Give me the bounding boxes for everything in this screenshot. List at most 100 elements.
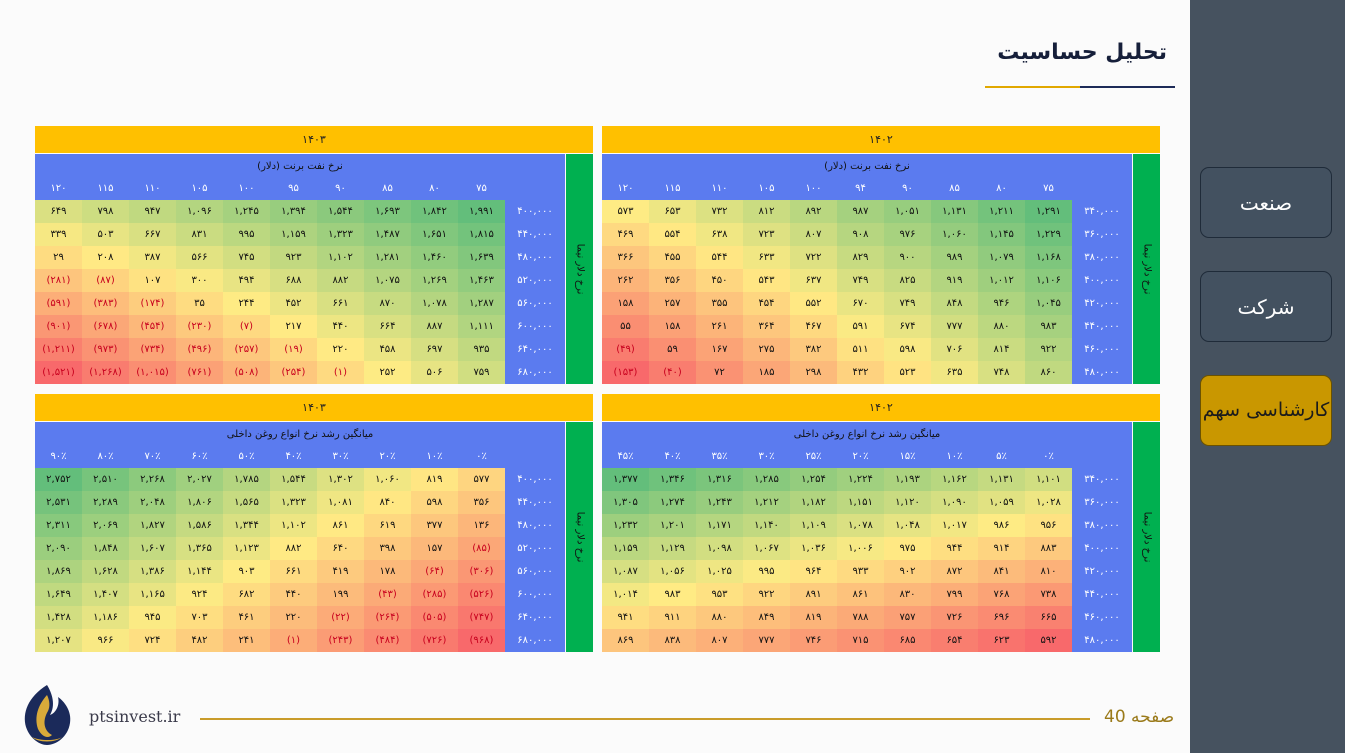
value-cell: ۷۲۳ <box>743 223 790 246</box>
nav-industry-button[interactable]: صنعت <box>1200 167 1332 238</box>
row-axis-label: نرخ دلار نیما <box>1133 154 1160 384</box>
value-cell: (۲۸۱) <box>35 269 82 292</box>
row-header: ۴۸۰,۰۰۰ <box>505 514 565 537</box>
value-cell: ۳۰۰ <box>176 269 223 292</box>
value-cell: ۱,۳۴۴ <box>223 514 270 537</box>
value-cell: ۶۹۷ <box>411 338 458 361</box>
row-axis-title: نرخ دلار نیما <box>574 243 585 295</box>
row-header: ۴۰۰,۰۰۰ <box>1072 537 1132 560</box>
value-cell: ۱,۲۲۴ <box>837 468 884 491</box>
row-header: ۶۰۰,۰۰۰ <box>505 315 565 338</box>
value-cell: ۱,۱۲۹ <box>649 537 696 560</box>
value-cell: ۸۰۷ <box>790 223 837 246</box>
row-header: ۴۴۰,۰۰۰ <box>505 223 565 246</box>
value-cell: (۷) <box>223 315 270 338</box>
value-cell: ۶۹۶ <box>978 606 1025 629</box>
value-cell: ۷۵۹ <box>458 361 505 384</box>
value-cell: ۲,۲۸۹ <box>82 491 129 514</box>
value-cell: ۱,۶۳۹ <box>458 246 505 269</box>
row-header: ۴۸۰,۰۰۰ <box>1072 629 1132 652</box>
value-cell: ۹۸۳ <box>649 583 696 606</box>
value-cell: (۴۸۴) <box>364 629 411 652</box>
value-cell: ۸۷۰ <box>364 292 411 315</box>
row-header: ۳۴۰,۰۰۰ <box>1072 468 1132 491</box>
value-cell: (۵۰۵) <box>411 606 458 629</box>
table-row: ۴۴۰,۰۰۰ ۷۳۸ ۷۶۸ ۷۹۹ ۸۳۰ ۸۶۱ ۸۹۱ ۹۲۲ ۹۵۳ ۹۸۳ ۱,۰۱۴ <box>602 583 1132 606</box>
value-cell: ۸۴۰ <box>364 491 411 514</box>
value-cell: ۹۶۶ <box>82 629 129 652</box>
value-cell: ۵۷۳ <box>602 200 649 223</box>
panel-year-header: ۱۴۰۳ <box>35 394 593 421</box>
value-cell: ۹۷۶ <box>884 223 931 246</box>
sidebar: صنعت شرکت کارشناسی سهم <box>1190 0 1345 753</box>
value-cell: ۱,۵۸۶ <box>176 514 223 537</box>
table-row: ۴۸۰,۰۰۰ ۸۶۰ ۷۴۸ ۶۳۵ ۵۲۳ ۴۳۲ ۲۹۸ ۱۸۵ ۷۲ (۴۰) (۱۵۳) <box>602 361 1132 384</box>
value-cell: ۱,۰۱۲ <box>978 269 1025 292</box>
value-cell: ۱,۱۵۱ <box>837 491 884 514</box>
value-cell: ۱,۰۷۹ <box>978 246 1025 269</box>
value-cell: ۶۷۴ <box>884 315 931 338</box>
table-row: ۳۸۰,۰۰۰ ۹۵۶ ۹۸۶ ۱,۰۱۷ ۱,۰۴۸ ۱,۰۷۸ ۱,۱۰۹ ۱,۱۴۰ ۱,… <box>602 514 1132 537</box>
value-cell: ۸۹۲ <box>790 200 837 223</box>
table-row: ۶۸۰,۰۰۰ (۹۶۸) (۷۲۶) (۴۸۴) (۲۴۳) (۱) ۲۴۱ ۴۸۲ ۷۲۴ ۹… <box>35 629 565 652</box>
column-axis-title: میانگین رشد نرخ انواع روغن داخلی <box>35 422 565 446</box>
value-cell: ۱,۰۵۱ <box>884 200 931 223</box>
value-cell: ۶۵۴ <box>931 629 978 652</box>
value-cell: ۱,۰۶۰ <box>931 223 978 246</box>
value-cell: ۱,۳۲۳ <box>317 223 364 246</box>
value-cell: (۲۲) <box>317 606 364 629</box>
value-cell: ۷۲۴ <box>129 629 176 652</box>
table-row: ۴۲۰,۰۰۰ ۸۱۰ ۸۴۱ ۸۷۲ ۹۰۲ ۹۳۳ ۹۶۴ ۹۹۵ ۱,۰۲۵ ۱,۰۵۶ ۱,… <box>602 560 1132 583</box>
value-cell: ۴۵۸ <box>364 338 411 361</box>
value-cell: ۹۴۶ <box>978 292 1025 315</box>
table-row: ۵۶۰,۰۰۰ ۱,۲۸۷ ۱,۰۷۸ ۸۷۰ ۶۶۱ ۴۵۲ ۲۴۴ ۳۵ (۱۷۴) (۳۸۳… <box>35 292 565 315</box>
value-cell: ۱,۰۱۷ <box>931 514 978 537</box>
value-cell: ۱,۴۰۷ <box>82 583 129 606</box>
column-header: ۰٪ <box>1043 451 1054 462</box>
value-cell: (۱۹) <box>270 338 317 361</box>
column-header: ۱۰۰ <box>805 183 822 194</box>
table-body: ۳۴۰,۰۰۰ ۱,۲۹۱ ۱,۲۱۱ ۱,۱۳۱ ۱,۰۵۱ ۹۸۷ ۸۹۲ ۸۱۲ ۷۳۲ ۶… <box>602 200 1132 384</box>
value-cell: ۱,۱۳۱ <box>978 468 1025 491</box>
table-row: ۵۲۰,۰۰۰ (۸۵) ۱۵۷ ۳۹۸ ۶۴۰ ۸۸۲ ۱,۱۲۳ ۱,۳۶۵ ۱,۶۰۷ ۱,… <box>35 537 565 560</box>
value-cell: ۸۶۰ <box>1025 361 1072 384</box>
website-link[interactable]: ptsinvest.ir <box>89 707 181 726</box>
table-row: ۶۰۰,۰۰۰ (۵۲۶) (۲۸۵) (۴۳) ۱۹۹ ۴۴۰ ۶۸۲ ۹۲۴ ۱,۱۶۵ ۱,… <box>35 583 565 606</box>
value-cell: ۳۸۷ <box>129 246 176 269</box>
nav-company-button[interactable]: شرکت <box>1200 271 1332 342</box>
row-header: ۶۸۰,۰۰۰ <box>505 361 565 384</box>
value-cell: ۴۴۰ <box>270 583 317 606</box>
value-cell: ۲۴۴ <box>223 292 270 315</box>
value-cell: ۱,۸۰۶ <box>176 491 223 514</box>
value-cell: ۱,۴۶۳ <box>458 269 505 292</box>
value-cell: ۱,۲۱۱ <box>978 200 1025 223</box>
column-header: ۱۱۵ <box>97 183 114 194</box>
value-cell: (۷۳۴) <box>129 338 176 361</box>
row-header: ۴۴۰,۰۰۰ <box>1072 315 1132 338</box>
value-cell: ۱,۰۷۸ <box>837 514 884 537</box>
table-row: ۳۸۰,۰۰۰ ۱,۱۶۸ ۱,۰۷۹ ۹۸۹ ۹۰۰ ۸۲۹ ۷۲۲ ۶۳۳ ۵۴۴ ۴۵۵ ۳۶… <box>602 246 1132 269</box>
nav-stock-valuation-button[interactable]: کارشناسی سهم <box>1200 375 1332 446</box>
value-cell: ۸۴۸ <box>931 292 978 315</box>
column-header: ۷۵ <box>1043 183 1054 194</box>
value-cell: (۶۷۸) <box>82 315 129 338</box>
column-header: ۱۰٪ <box>426 451 443 462</box>
value-cell: ۳۵ <box>176 292 223 315</box>
corner-cell <box>1072 178 1132 200</box>
table-row: ۳۶۰,۰۰۰ ۱,۲۲۹ ۱,۱۴۵ ۱,۰۶۰ ۹۷۶ ۹۰۸ ۸۰۷ ۷۲۳ ۶۳۸ ۵۵۴… <box>602 223 1132 246</box>
column-axis-title: نرخ نفت برنت (دلار) <box>35 154 565 178</box>
value-cell: ۱,۱۲۰ <box>884 491 931 514</box>
value-cell: ۲۲۰ <box>270 606 317 629</box>
value-cell: ۹۲۳ <box>270 246 317 269</box>
column-header: ۱۰۵ <box>758 183 775 194</box>
value-cell: ۱,۱۳۱ <box>931 200 978 223</box>
value-cell: (۱,۲۶۸) <box>82 361 129 384</box>
row-axis-title: نرخ دلار نیما <box>1141 243 1152 295</box>
column-header: ۷۰٪ <box>144 451 161 462</box>
table-row: ۴۰۰,۰۰۰ ۱,۱۰۶ ۱,۰۱۲ ۹۱۹ ۸۲۵ ۷۴۹ ۶۳۷ ۵۴۳ ۴۵۰ ۳۵۶ ۲۶… <box>602 269 1132 292</box>
value-cell: ۳۷۷ <box>411 514 458 537</box>
value-cell: (۸۵) <box>458 537 505 560</box>
value-cell: ۸۷۲ <box>931 560 978 583</box>
value-cell: ۴۱۹ <box>317 560 364 583</box>
value-cell: (۴۰) <box>649 361 696 384</box>
